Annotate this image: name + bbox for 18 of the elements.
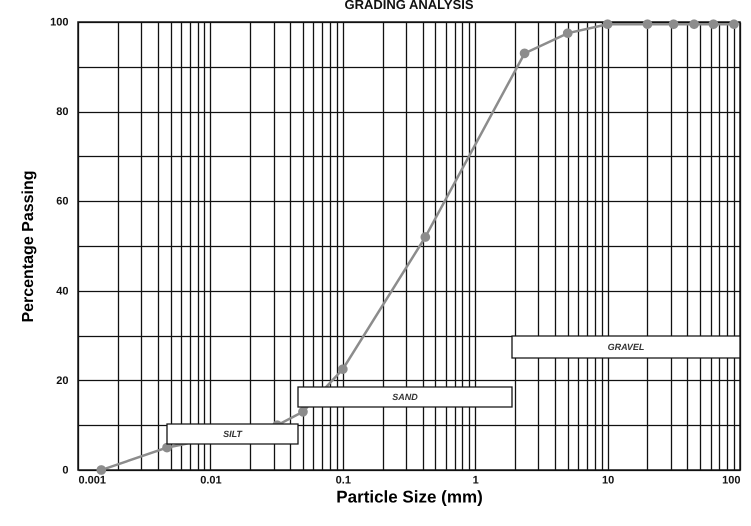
x-tick-label: 1 [472,474,479,486]
y-tick-label: 60 [56,196,68,208]
y-tick-label: 80 [56,106,68,118]
y-tick-label: 40 [56,285,68,298]
annotation: SAND [392,392,418,402]
y-tick-label: 20 [56,374,68,387]
x-tick-label: 100 [722,474,740,486]
x-tick-label: 0.001 [78,474,106,486]
x-tick-label: 10 [602,474,614,486]
y-tick-label: 0 [62,464,68,476]
x-axis-title: Particle Size (mm) [336,488,483,506]
annotation: GRAVEL [608,342,644,352]
annotation: SILT [223,429,244,439]
x-tick-label: 0.1 [336,474,351,486]
chart-title: GRADING ANALYSIS [344,0,474,12]
y-tick-label: 100 [50,16,68,28]
x-tick-label: 0.01 [200,474,222,486]
y-axis-title: Percentage Passing [20,170,38,323]
